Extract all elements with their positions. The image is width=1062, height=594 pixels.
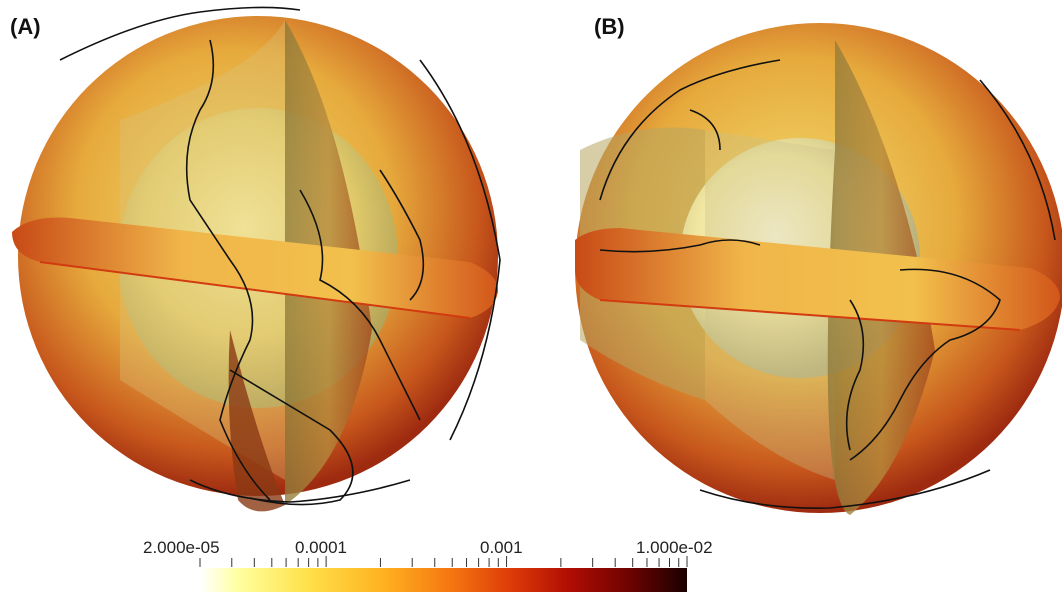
panel-label-a: (A) (10, 14, 41, 39)
panel-label-b: (B) (594, 14, 625, 39)
colorbar-tick-label-1: 2.000e-05 (143, 538, 220, 557)
globe-b (575, 23, 1062, 515)
coastline-a (59, 6, 501, 506)
colorbar-tick-label-2: 0.0001 (295, 538, 347, 557)
colorbar-tick-label-3: 0.001 (480, 538, 523, 557)
colorbar-tick-label-4: 1.000e-02 (636, 538, 713, 557)
equatorial-slice-b (575, 228, 1060, 330)
coastline-b (599, 59, 1056, 509)
colorbar (200, 568, 687, 592)
globe-a (12, 6, 501, 512)
equatorial-slice-a (12, 217, 499, 318)
